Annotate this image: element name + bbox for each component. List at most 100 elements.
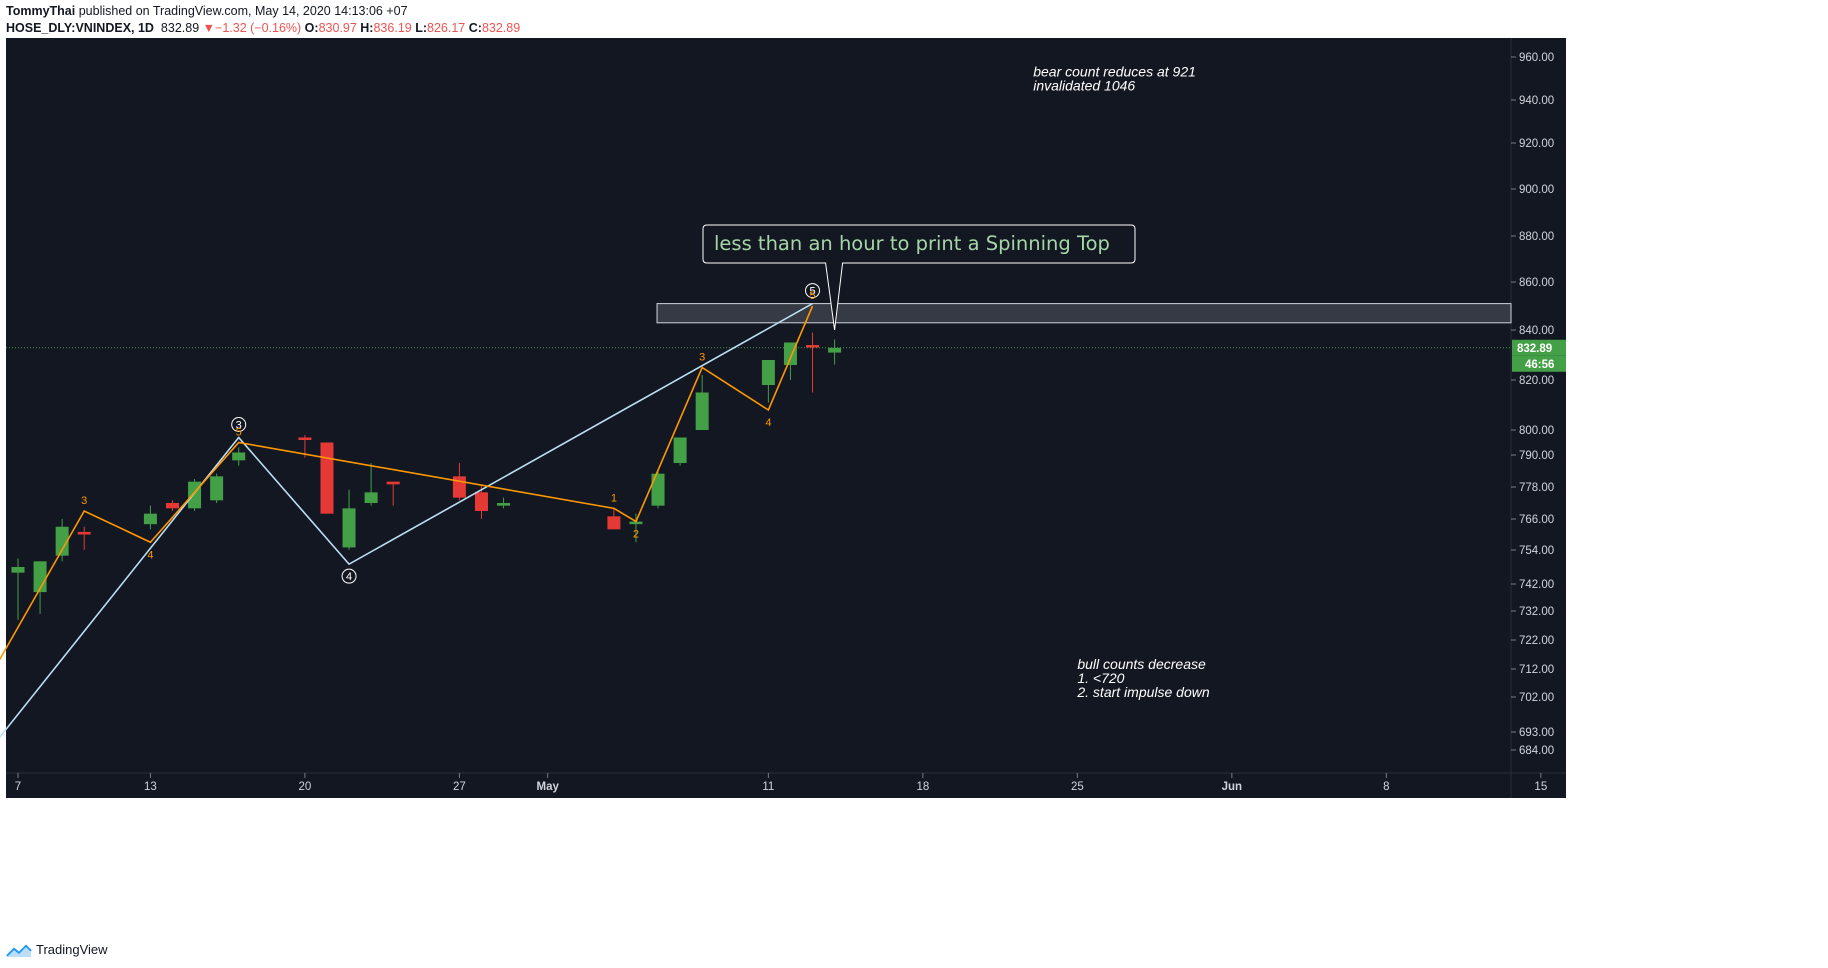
x-tick-label: 20: [299, 781, 312, 793]
tradingview-brand[interactable]: TradingView: [6, 942, 108, 958]
candle: [695, 375, 709, 430]
x-tick-label: 18: [916, 781, 929, 793]
publish-info: TommyThai published on TradingView.com, …: [6, 4, 408, 18]
candle: [11, 558, 25, 620]
candle-body: [55, 526, 69, 556]
note-text-line: invalidated 1046: [1033, 77, 1135, 93]
candle: [210, 473, 224, 503]
candle: [320, 442, 334, 514]
major-wave-label-ring: [341, 568, 357, 584]
candle: [828, 339, 842, 365]
candle-body: [828, 347, 842, 353]
chart-background: [6, 38, 1566, 798]
author-name[interactable]: TommyThai: [6, 4, 76, 18]
y-tick-label: 960.00: [1519, 52, 1554, 64]
candle: [55, 519, 69, 562]
y-tick-label: 732.00: [1519, 606, 1554, 618]
candle-body: [165, 503, 179, 509]
last-price-badge: [1512, 339, 1566, 356]
candle: [165, 500, 179, 511]
major-wave-label: 3: [236, 420, 242, 432]
y-tick-label: 840.00: [1519, 325, 1554, 337]
symbol-name: HOSE_DLY:VNINDEX, 1D: [6, 21, 154, 35]
minor-wave-label: 5: [236, 427, 242, 439]
candle-body: [320, 442, 334, 514]
x-tick-label: 7: [15, 781, 21, 793]
candle-body: [188, 481, 202, 509]
note-text-line: bear count reduces at 921: [1033, 63, 1196, 79]
candle-body: [806, 345, 820, 348]
note-text-line: 1. <720: [1077, 670, 1124, 686]
minor-wave-label: 4: [147, 549, 153, 561]
symbol-info: HOSE_DLY:VNINDEX, 1D 832.89 ▼−1.32 (−0.1…: [6, 21, 520, 35]
close-value: 832.89: [481, 21, 521, 35]
y-tick-label: 920.00: [1519, 138, 1554, 150]
candle-body: [783, 342, 797, 365]
brand-label: TradingView: [36, 942, 108, 957]
candle-body: [232, 452, 246, 461]
candle: [629, 513, 643, 543]
candle: [607, 508, 621, 530]
minor-wave-label: 2: [633, 529, 639, 541]
chart-header: TommyThai published on TradingView.com, …: [0, 0, 1828, 44]
y-tick-label: 800.00: [1519, 425, 1554, 437]
candle-body: [673, 437, 687, 463]
close-label: C:: [468, 21, 482, 35]
x-tick-label: 8: [1383, 781, 1389, 793]
candle-body: [11, 567, 25, 573]
x-tick-label: 27: [453, 781, 466, 793]
countdown-label: 46:56: [1525, 359, 1554, 371]
high-value: 836.19: [373, 21, 412, 35]
minor-wave-line: [0, 305, 814, 661]
candle: [364, 463, 378, 506]
candle-body: [761, 360, 775, 385]
minor-wave-label: 4: [765, 417, 771, 429]
high-label: H:: [360, 21, 374, 35]
y-tick-label: 778.00: [1519, 482, 1554, 494]
y-tick-label: 900.00: [1519, 184, 1554, 196]
x-tick-label: May: [536, 781, 559, 793]
candle: [673, 437, 687, 466]
y-tick-label: 712.00: [1519, 664, 1554, 676]
candle-body: [364, 492, 378, 503]
y-tick-label: 940.00: [1519, 95, 1554, 107]
countdown-badge: [1512, 355, 1566, 372]
chart-footer: TradingView: [0, 932, 1828, 968]
major-wave-line: [0, 302, 813, 739]
y-tick-label: 766.00: [1519, 514, 1554, 526]
candle-body: [298, 437, 312, 440]
candle-body: [452, 476, 466, 498]
published-text: published on TradingView.com, May 14, 20…: [78, 4, 408, 18]
last-price: 832.89: [160, 21, 200, 35]
y-tick-label: 742.00: [1519, 579, 1554, 591]
candle: [143, 505, 157, 530]
candle-body: [629, 521, 643, 525]
candle-body: [695, 392, 709, 430]
candle: [386, 481, 400, 506]
candle-body: [497, 503, 511, 506]
minor-wave-label: 3: [699, 352, 705, 364]
y-tick-label: 880.00: [1519, 231, 1554, 243]
candle: [651, 471, 665, 509]
x-tick-label: 15: [1534, 781, 1547, 793]
candle-body: [342, 508, 356, 548]
candle: [188, 479, 202, 511]
major-wave-label-ring: [805, 283, 821, 299]
minor-wave-label: 1: [611, 492, 617, 504]
note-text-line: bull counts decrease: [1077, 656, 1206, 672]
candle-body: [386, 481, 400, 485]
y-tick-label: 702.00: [1519, 692, 1554, 704]
y-tick-label: 722.00: [1519, 635, 1554, 647]
x-tick-label: 13: [144, 781, 157, 793]
x-tick-label: Jun: [1222, 781, 1242, 793]
last-price-label: 832.89: [1517, 343, 1552, 355]
change-arrow-icon: ▼: [202, 21, 216, 35]
candle: [806, 332, 820, 393]
y-tick-label: 790.00: [1519, 450, 1554, 462]
major-wave-label: 5: [809, 286, 815, 298]
note-text-line: 2. start impulse down: [1076, 684, 1209, 700]
price-change: −1.32 (−0.16%): [215, 21, 302, 35]
candle-body: [651, 473, 665, 506]
callout-bubble: [702, 224, 1136, 331]
